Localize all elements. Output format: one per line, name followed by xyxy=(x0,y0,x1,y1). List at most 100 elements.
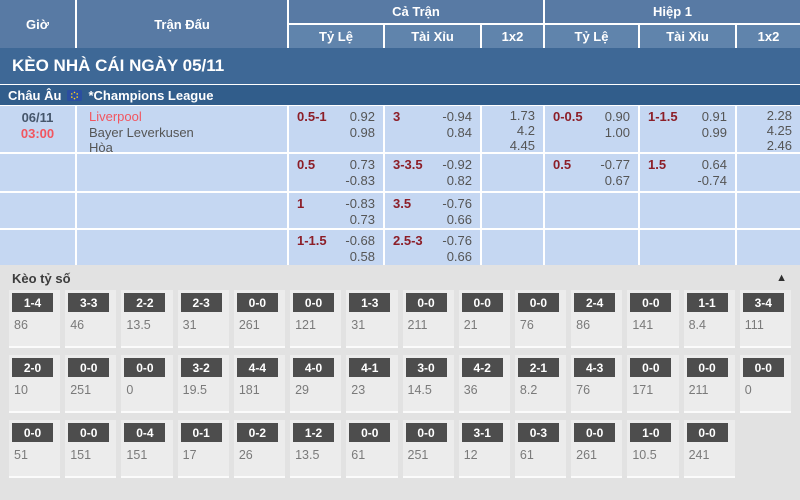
odds-value[interactable]: 2.46 xyxy=(766,138,792,152)
score-odds-cell[interactable]: 4-1 23 xyxy=(346,355,398,413)
ft-handicap-cell[interactable]: 0.5-1 0.92 0.98 xyxy=(289,106,383,152)
score-odds-cell[interactable]: 1-1 8.4 xyxy=(683,290,735,348)
score-label: 2-2 xyxy=(124,293,166,312)
score-odds-cell[interactable]: 0-0 21 xyxy=(458,290,510,348)
match-date: 06/11 xyxy=(21,110,54,125)
odds-value[interactable]: 0.90 xyxy=(604,109,630,124)
ft-handicap-cell[interactable]: 0.5 0.73 -0.83 xyxy=(289,154,383,191)
score-odds-cell[interactable]: 0-0 61 xyxy=(346,420,398,478)
odds-value[interactable]: -0.68 xyxy=(345,233,375,248)
h1-handicap-cell[interactable]: 0-0.5 0.90 1.00 xyxy=(545,106,638,152)
odds-value[interactable]: 0.99 xyxy=(701,125,727,140)
h1-over-under-cell[interactable]: 1.5 0.64 -0.74 xyxy=(640,154,735,191)
score-odds-cell[interactable]: 0-0 141 xyxy=(627,290,679,348)
score-odds-cell[interactable]: 2-1 8.2 xyxy=(514,355,567,413)
score-odds-cell[interactable]: 3-1 12 xyxy=(458,420,510,478)
odds-value[interactable]: 1.73 xyxy=(509,108,535,123)
odds-value[interactable]: 0.73 xyxy=(349,157,375,172)
odds-value[interactable]: 0.82 xyxy=(446,173,472,188)
ft-handicap-cell[interactable]: 1 -0.83 0.73 xyxy=(289,193,383,228)
score-odds-cell[interactable]: 0-0 51 xyxy=(9,420,61,478)
odds-value[interactable]: 0.66 xyxy=(446,249,472,264)
score-odds-cell[interactable]: 4-4 181 xyxy=(233,355,286,413)
match-teams-cell[interactable]: Liverpool Bayer Leverkusen Hòa xyxy=(77,106,287,152)
score-odds-cell[interactable]: 3-2 19.5 xyxy=(177,355,229,413)
header-h1-1x2: 1x2 xyxy=(737,25,800,48)
score-odds-cell[interactable]: 0-0 211 xyxy=(683,355,735,413)
ft-over-under-cell[interactable]: 3 -0.94 0.84 xyxy=(385,106,480,152)
ft-1x2-cell[interactable]: 1.73 4.2 4.45 xyxy=(482,106,543,152)
h1-over-under-cell[interactable]: 1-1.5 0.91 0.99 xyxy=(640,106,735,152)
score-odds-cell[interactable]: 3-3 46 xyxy=(65,290,117,348)
score-odds-value: 13.5 xyxy=(295,448,320,462)
score-odds-cell[interactable]: 2-2 13.5 xyxy=(121,290,173,348)
score-odds-value: 13.5 xyxy=(126,318,151,332)
odds-value[interactable]: 0.92 xyxy=(349,109,375,124)
score-odds-cell[interactable]: 0-0 0 xyxy=(739,355,791,413)
odds-value[interactable]: 4.2 xyxy=(516,123,535,138)
score-odds-cell[interactable]: 2-3 31 xyxy=(177,290,229,348)
score-odds-cell[interactable]: 0-0 241 xyxy=(683,420,735,478)
score-odds-cell[interactable]: 0-0 0 xyxy=(121,355,173,413)
odds-value[interactable]: 4.45 xyxy=(509,138,535,152)
score-odds-cell[interactable]: 0-0 261 xyxy=(233,290,286,348)
odds-value[interactable]: 1.00 xyxy=(604,125,630,140)
score-odds-cell[interactable]: 0-0 261 xyxy=(571,420,623,478)
score-odds-cell[interactable]: 0-2 26 xyxy=(233,420,286,478)
score-odds-cell[interactable]: 0-0 251 xyxy=(402,420,454,478)
score-odds-cell[interactable]: 1-0 10.5 xyxy=(627,420,679,478)
score-odds-cell[interactable]: 0-4 151 xyxy=(121,420,173,478)
odds-value[interactable]: -0.92 xyxy=(442,157,472,172)
league-row[interactable]: Châu Âu *Champions League xyxy=(0,85,800,106)
score-odds-cell[interactable]: 0-0 151 xyxy=(65,420,117,478)
score-odds-cell[interactable]: 0-0 76 xyxy=(514,290,567,348)
score-odds-cell[interactable]: 0-1 17 xyxy=(177,420,229,478)
score-odds-value: 76 xyxy=(576,383,591,397)
odds-value[interactable]: 0.66 xyxy=(446,212,472,227)
ft-handicap-cell[interactable]: 1-1.5 -0.68 0.58 xyxy=(289,230,383,265)
odds-value[interactable]: 0.58 xyxy=(349,249,375,264)
h1-1x2-cell[interactable]: 2.28 4.25 2.46 xyxy=(737,106,800,152)
odds-value[interactable]: 0.73 xyxy=(349,212,375,227)
score-odds-cell[interactable]: 4-2 36 xyxy=(458,355,510,413)
score-odds-cell[interactable]: 0-3 61 xyxy=(514,420,567,478)
score-odds-cell[interactable]: 2-0 10 xyxy=(9,355,61,413)
score-odds-cell[interactable]: 2-4 86 xyxy=(571,290,623,348)
odds-value[interactable]: 4.25 xyxy=(766,123,792,138)
score-label: 0-2 xyxy=(236,423,278,442)
odds-value[interactable]: 0.64 xyxy=(701,157,727,172)
handicap-line: 0.5 xyxy=(297,157,316,172)
h1-handicap-cell[interactable]: 0.5 -0.77 0.67 xyxy=(545,154,638,191)
ft-over-under-cell[interactable]: 2.5-3 -0.76 0.66 xyxy=(385,230,480,265)
score-odds-cell[interactable]: 1-2 13.5 xyxy=(290,420,342,478)
score-odds-cell[interactable]: 1-3 31 xyxy=(346,290,398,348)
score-odds-cell[interactable]: 0-0 251 xyxy=(65,355,117,413)
score-odds-cell[interactable]: 0-0 171 xyxy=(627,355,679,413)
score-odds-cell[interactable]: 3-0 14.5 xyxy=(402,355,454,413)
score-odds-value: 261 xyxy=(238,318,260,332)
score-odds-cell[interactable]: 0-0 211 xyxy=(402,290,454,348)
odds-value[interactable]: -0.94 xyxy=(442,109,472,124)
odds-value[interactable]: -0.77 xyxy=(600,157,630,172)
odds-value[interactable]: 0.91 xyxy=(701,109,727,124)
odds-value[interactable]: -0.76 xyxy=(442,196,472,211)
score-odds-cell[interactable]: 3-4 111 xyxy=(739,290,791,348)
odds-value[interactable]: -0.83 xyxy=(345,196,375,211)
score-odds-cell[interactable]: 0-0 121 xyxy=(290,290,342,348)
score-odds-cell[interactable]: 1-4 86 xyxy=(9,290,61,348)
score-odds-cell[interactable]: 4-0 29 xyxy=(290,355,342,413)
odds-value[interactable]: -0.83 xyxy=(345,173,375,188)
odds-value[interactable]: 2.28 xyxy=(766,108,792,123)
odds-value[interactable]: 0.98 xyxy=(349,125,375,140)
odds-value[interactable]: -0.74 xyxy=(697,173,727,188)
chevron-up-icon[interactable]: ▲ xyxy=(776,272,787,284)
score-odds-cell[interactable]: 4-3 76 xyxy=(571,355,623,413)
header-h1-handicap: Tỷ Lệ xyxy=(545,25,638,48)
odds-value[interactable]: 0.84 xyxy=(446,125,472,140)
ft-over-under-cell[interactable]: 3.5 -0.76 0.66 xyxy=(385,193,480,228)
score-odds-value: 19.5 xyxy=(182,383,207,397)
score-label: 1-3 xyxy=(349,293,391,312)
odds-value[interactable]: 0.67 xyxy=(604,173,630,188)
odds-value[interactable]: -0.76 xyxy=(442,233,472,248)
ft-over-under-cell[interactable]: 3-3.5 -0.92 0.82 xyxy=(385,154,480,191)
